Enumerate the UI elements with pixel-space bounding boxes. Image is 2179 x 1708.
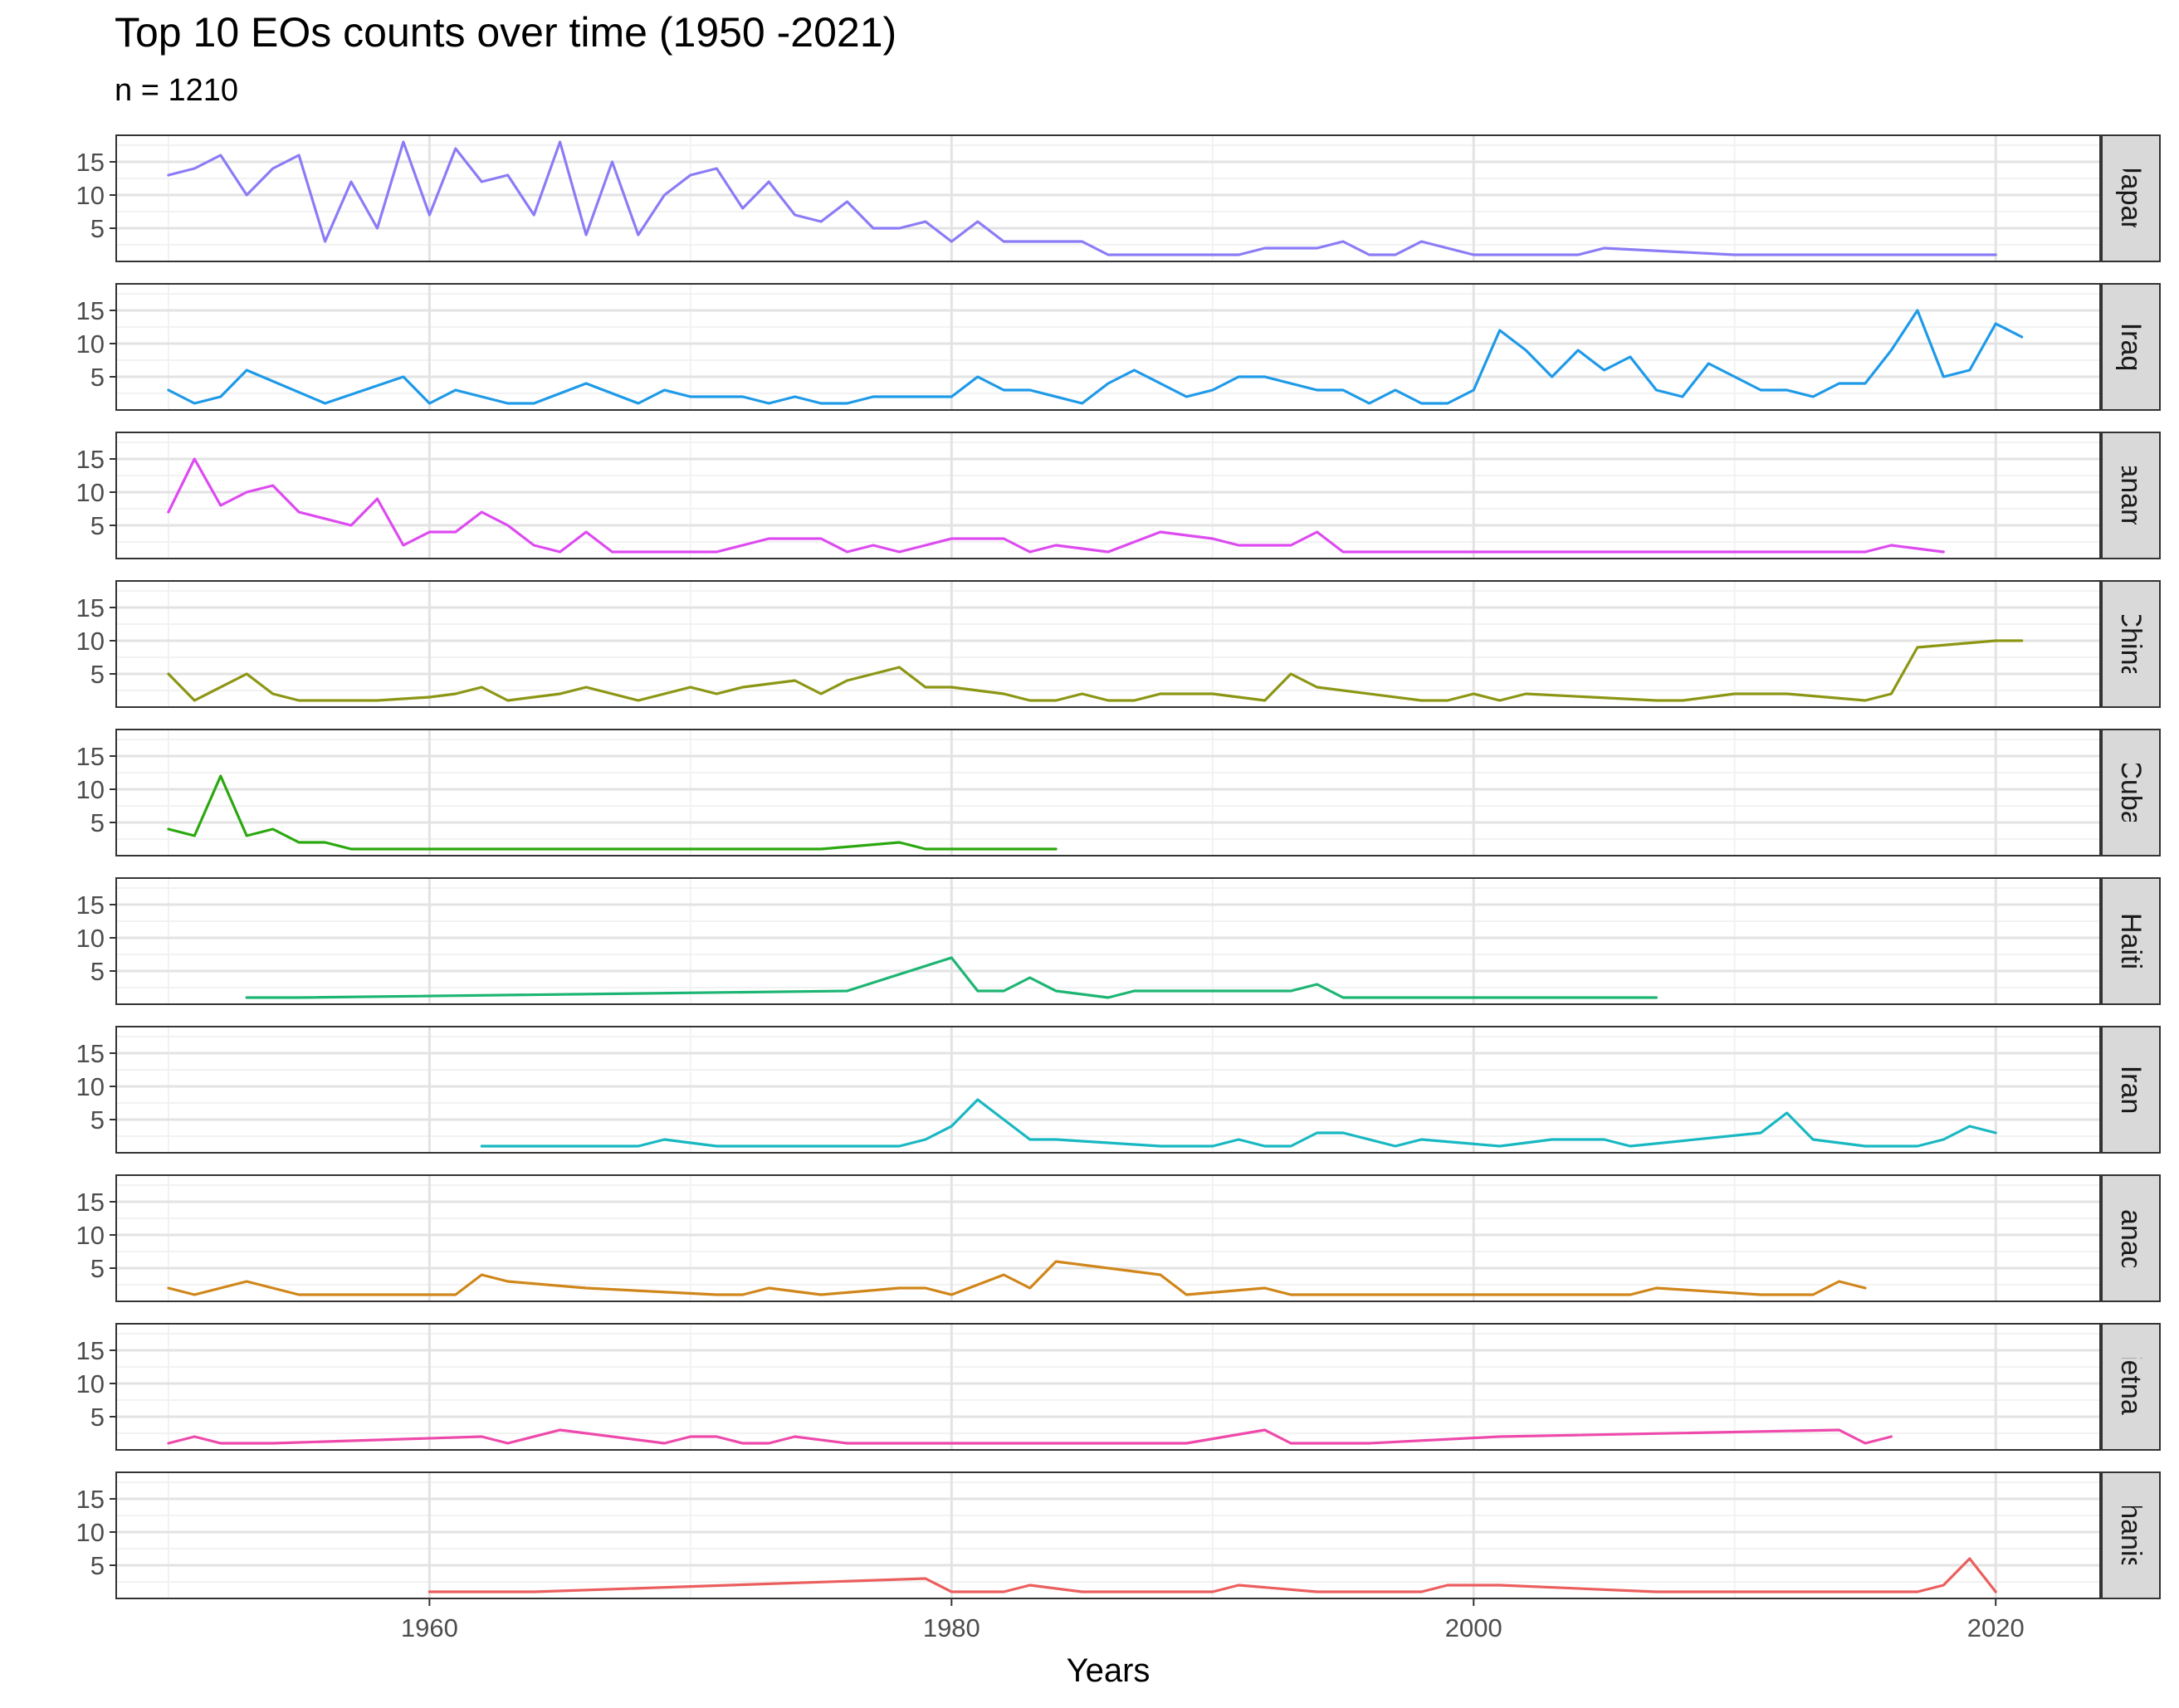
chart-subtitle: n = 1210 [115,73,238,108]
facet-strip [2101,283,2161,411]
facet-strip-label: Haiti [2115,913,2147,969]
y-tick-label: 15 [76,1485,105,1514]
series-line-haiti [245,956,1659,999]
series-line-panama [167,457,1945,554]
facet-panel-cuba: 5 10 15 Cuba [76,729,2161,856]
series-line-china [167,639,2024,702]
y-tick-label: 5 [90,957,105,986]
facet-panel-haiti: 5 10 15 Haiti [76,877,2161,1005]
y-tick-label: 15 [76,891,105,920]
panel-border [115,1026,2101,1154]
y-tick-label: 15 [76,1188,105,1217]
facet-strip [2101,1026,2161,1154]
y-tick-label: 5 [90,363,105,392]
panel-border [115,134,2101,262]
chart-title: Top 10 EOs counts over time (1950 -2021) [115,9,897,56]
x-tick-label: 1980 [923,1613,980,1642]
panel-background [116,581,2100,707]
y-tick-label: 15 [76,445,105,474]
y-tick-label: 15 [76,296,105,325]
panel-background [116,1027,2100,1153]
facet-strip [2101,729,2161,856]
y-tick-label: 5 [90,214,105,243]
y-tick-label: 5 [90,511,105,540]
facet-panel-iraq: 5 10 15 Iraq [76,283,2161,411]
y-tick-label: 15 [76,1039,105,1068]
facet-strip [2101,432,2161,559]
y-tick-label: 10 [76,1072,105,1101]
y-tick-label: 10 [76,1369,105,1398]
series-line-canada [167,1260,1867,1296]
facet-strip [2101,1471,2161,1599]
facet-strip [2101,1174,2161,1302]
facet-panel-canada: 5 10 15 Canada [76,1174,2161,1302]
y-tick-label: 5 [90,1254,105,1283]
y-tick-label: 15 [76,148,105,177]
x-tick-label: 2020 [1967,1613,2025,1642]
panel-background [116,1175,2100,1301]
series-line-iraq [167,309,2024,405]
series-line-cuba [167,774,1058,851]
y-tick-label: 5 [90,1551,105,1580]
panel-background [116,135,2100,261]
facet-strip-label: Iraq [2115,323,2147,372]
y-tick-label: 5 [90,808,105,837]
panel-border [115,1323,2101,1451]
facet-strip [2101,134,2161,262]
panel-border [115,1174,2101,1302]
facet-panel-afghanistan: 5 10 15 Afghanistan [76,1461,2161,1610]
y-tick-label: 5 [90,1403,105,1432]
x-tick-label: 1960 [401,1613,458,1642]
facet-strip-label: Vietnam [2115,1335,2147,1438]
y-tick-label: 5 [90,660,105,689]
series-line-vietnam [167,1428,1893,1445]
y-tick-label: 15 [76,742,105,771]
y-tick-label: 5 [90,1105,105,1135]
facet-strip-label: Japan [2115,160,2147,237]
facet-strip-label: Panama [2115,443,2147,549]
panel-border [115,432,2101,559]
facet-strip-label: Iran [2115,1066,2147,1115]
y-tick-label: 10 [76,1221,105,1250]
facet-strip-label: China [2115,608,2147,681]
panel-border [115,1471,2101,1599]
panel-background [116,730,2100,856]
panel-border [115,729,2101,856]
facet-panel-vietnam: 5 10 15 Vietnam [76,1323,2161,1451]
panel-border [115,580,2101,708]
panel-background [116,1324,2100,1450]
facet-strip [2101,1323,2161,1451]
y-tick-label: 10 [76,775,105,804]
facet-strip-label: Afghanistan [2115,1461,2147,1610]
series-line-afghanistan [427,1557,1997,1593]
panel-background [116,878,2100,1004]
series-line-iran [480,1098,1997,1148]
panel-border [115,283,2101,411]
series-line-japan [167,140,1997,256]
y-tick-label: 10 [76,329,105,359]
facet-strip [2101,877,2161,1005]
panel-background [116,284,2100,410]
panel-background [116,432,2100,559]
facet-panel-japan: 5 10 15 Japan [76,134,2161,262]
facet-panel-panama: 5 10 15 Panama [76,432,2161,559]
facet-panel-iran: 5 10 15 Iran [76,1026,2161,1154]
facet-strip-label: Canada [2115,1188,2147,1287]
y-tick-label: 15 [76,593,105,622]
panel-border [115,877,2101,1005]
y-tick-label: 10 [76,924,105,953]
panel-background [116,1472,2100,1598]
x-tick-label: 2000 [1445,1613,1502,1642]
y-tick-label: 10 [76,478,105,507]
y-tick-label: 10 [76,627,105,656]
facet-panel-china: 5 10 15 China [76,580,2161,708]
y-tick-label: 10 [76,181,105,210]
x-axis-label: Years [1067,1652,1151,1689]
y-tick-label: 10 [76,1518,105,1547]
y-tick-label: 15 [76,1336,105,1365]
facet-strip [2101,580,2161,708]
facet-strip-label: Cuba [2115,759,2147,826]
